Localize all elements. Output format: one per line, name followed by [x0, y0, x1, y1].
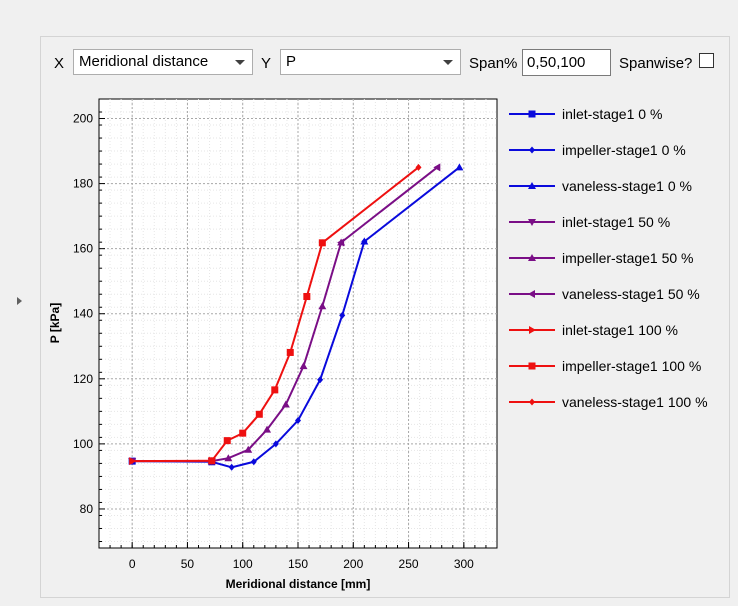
- data-point: [455, 163, 464, 171]
- y-tick-label: 200: [73, 112, 93, 126]
- series-line: [211, 242, 343, 463]
- spanwise-label: Spanwise?: [619, 55, 693, 72]
- legend-marker: [528, 110, 536, 118]
- legend-item: vaneless-stage1 50 %: [509, 286, 700, 302]
- x-tick-label: 250: [399, 557, 419, 571]
- data-point: [339, 311, 346, 319]
- y-variable-value: P: [286, 53, 297, 70]
- y-tick-label: 80: [80, 502, 94, 516]
- y-tick-label: 120: [73, 372, 93, 386]
- plot-panel: X Meridional distance Y P Span% 0,50,100…: [40, 36, 730, 598]
- data-point: [319, 239, 326, 247]
- x-axis-label: X: [54, 55, 65, 72]
- legend-label: impeller-stage1 100 %: [562, 358, 701, 374]
- series-8: [319, 163, 422, 247]
- x-tick-label: 300: [454, 557, 474, 571]
- x-axis-title: Meridional distance [mm]: [226, 577, 371, 591]
- legend-marker: [528, 290, 535, 298]
- data-point: [129, 457, 137, 466]
- legend-marker: [529, 326, 536, 334]
- plot-toolbar: X Meridional distance Y P Span% 0,50,100…: [41, 37, 729, 87]
- data-point: [286, 348, 294, 356]
- data-point: [303, 292, 311, 300]
- x-tick-label: 50: [181, 557, 195, 571]
- y-tick-label: 140: [73, 307, 93, 321]
- x-tick-label: 100: [233, 557, 253, 571]
- data-point: [360, 237, 369, 245]
- data-point: [224, 454, 233, 462]
- legend-item: impeller-stage1 50 %: [509, 250, 694, 266]
- axis-ticks: [99, 111, 487, 548]
- legend-label: inlet-stage1 100 %: [562, 322, 678, 338]
- legend: inlet-stage1 0 % impeller-stage1 0 % vanel…: [509, 106, 708, 410]
- x-variable-value: Meridional distance: [79, 53, 209, 70]
- data-point: [295, 416, 301, 424]
- data-point: [208, 457, 216, 465]
- legend-marker: [528, 182, 536, 189]
- y-axis-label: Y: [261, 55, 272, 72]
- span-label: Span%: [469, 55, 518, 72]
- y-variable-select[interactable]: P: [280, 49, 461, 75]
- data-point: [255, 410, 263, 418]
- series-line: [211, 241, 366, 469]
- data-point: [281, 400, 290, 408]
- legend-label: inlet-stage1 50 %: [562, 214, 670, 230]
- tick-labels: 0 50 100 150 200 250 300 80 100 120 140 160 180 200: [73, 112, 474, 571]
- data-point: [223, 437, 231, 445]
- data-point: [299, 362, 308, 370]
- legend-label: vaneless-stage1 0 %: [562, 178, 692, 194]
- data-point: [263, 425, 272, 433]
- legend-marker: [528, 219, 536, 226]
- x-tick-label: 200: [343, 557, 363, 571]
- data-point: [337, 238, 345, 247]
- data-point: [433, 163, 441, 172]
- series-2: [360, 163, 464, 245]
- data-point: [318, 302, 327, 310]
- legend-marker: [528, 362, 536, 370]
- spanwise-checkbox[interactable]: [699, 53, 714, 68]
- legend-label: impeller-stage1 50 %: [562, 250, 694, 266]
- data-point: [228, 463, 235, 471]
- data-point: [271, 386, 279, 394]
- legend-item: inlet-stage1 100 %: [509, 322, 678, 338]
- x-tick-label: 0: [129, 557, 136, 571]
- y-tick-label: 100: [73, 437, 93, 451]
- legend-item: vaneless-stage1 100 %: [509, 394, 708, 410]
- series-line: [340, 166, 438, 244]
- data-point: [415, 163, 422, 171]
- expand-arrow-icon[interactable]: [17, 297, 22, 305]
- series-line: [321, 166, 420, 244]
- data-point: [250, 458, 257, 466]
- legend-label: vaneless-stage1 100 %: [562, 394, 708, 410]
- legend-item: impeller-stage1 100 %: [509, 358, 701, 374]
- legend-item: impeller-stage1 0 %: [509, 142, 686, 158]
- series-line: [363, 166, 461, 243]
- x-tick-label: 150: [288, 557, 308, 571]
- legend-item: inlet-stage1 0 %: [509, 106, 662, 122]
- span-input-value: 0,50,100: [527, 54, 586, 71]
- data-point: [239, 429, 247, 437]
- y-axis-title: P [kPa]: [48, 303, 62, 343]
- legend-item: vaneless-stage1 0 %: [509, 178, 692, 194]
- data-point: [244, 445, 253, 453]
- data-point: [317, 376, 324, 384]
- legend-label: vaneless-stage1 50 %: [562, 286, 700, 302]
- series-layer: [128, 163, 464, 471]
- legend-marker: [529, 146, 535, 154]
- y-tick-label: 180: [73, 177, 93, 191]
- chevron-down-icon: [443, 60, 453, 65]
- series-5: [337, 163, 441, 247]
- y-tick-label: 160: [73, 242, 93, 256]
- pressure-chart: 0 50 100 150 200 250 300 80 100 120 140 160 180 200 M…: [48, 98, 708, 591]
- legend-item: inlet-stage1 50 %: [509, 214, 670, 230]
- data-point: [272, 440, 279, 448]
- x-variable-select[interactable]: Meridional distance: [73, 49, 253, 75]
- chevron-down-icon: [235, 60, 245, 65]
- legend-marker: [529, 398, 535, 406]
- span-input[interactable]: 0,50,100: [522, 49, 611, 76]
- legend-marker: [528, 254, 536, 261]
- legend-label: impeller-stage1 0 %: [562, 142, 686, 158]
- legend-label: inlet-stage1 0 %: [562, 106, 662, 122]
